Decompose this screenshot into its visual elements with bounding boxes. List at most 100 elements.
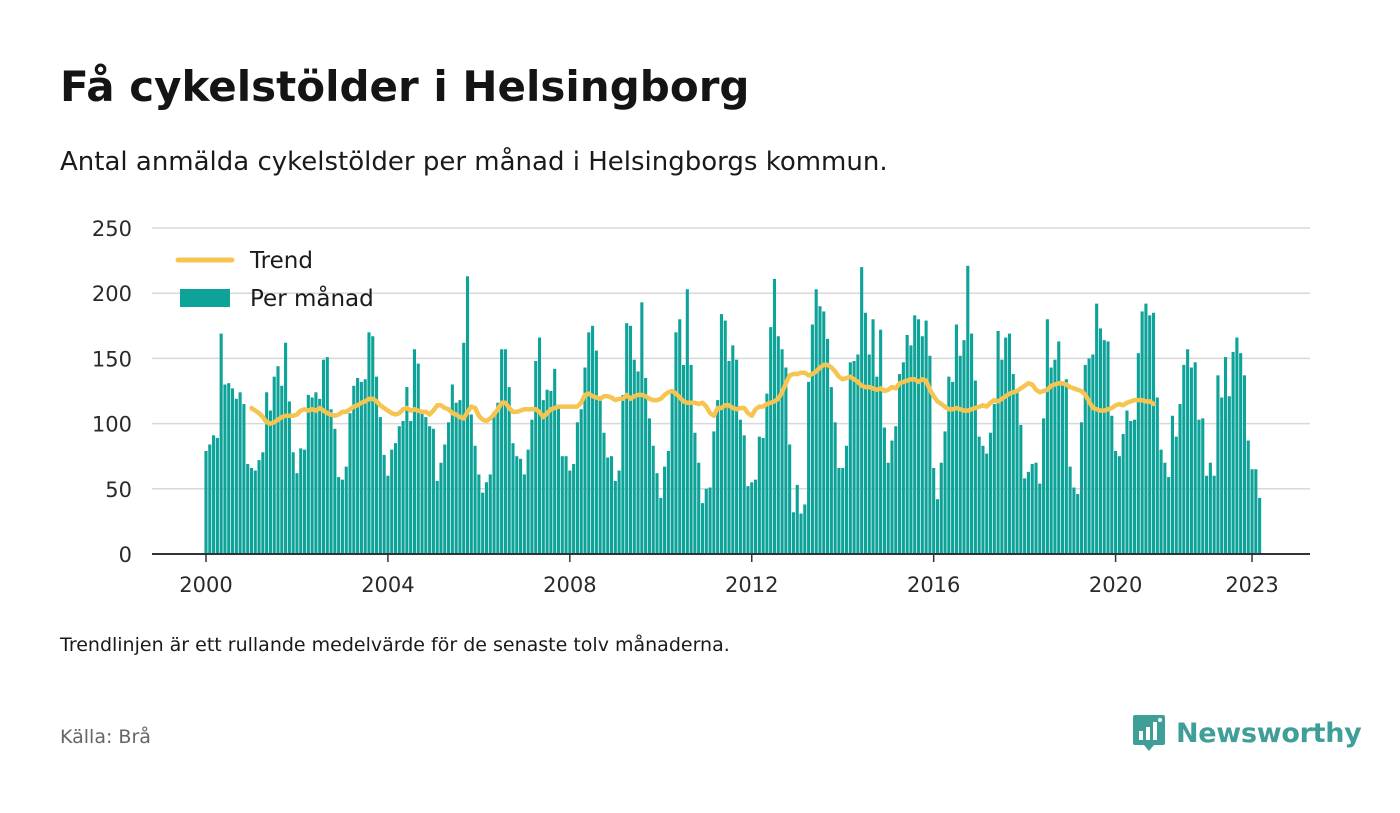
bar xyxy=(454,402,458,554)
bar xyxy=(484,482,489,554)
bar xyxy=(511,443,515,554)
y-tick-label: 150 xyxy=(92,347,132,371)
bar xyxy=(1167,477,1171,554)
bar xyxy=(405,387,409,554)
footnote: Trendlinjen är ett rullande medelvärde f… xyxy=(60,634,730,656)
bar xyxy=(700,503,705,554)
bar xyxy=(409,420,413,554)
bar xyxy=(1197,419,1201,554)
bar xyxy=(500,349,504,554)
bar xyxy=(1133,419,1137,554)
bar xyxy=(727,361,731,554)
bar xyxy=(833,422,837,554)
bar xyxy=(712,431,716,554)
bar xyxy=(1015,391,1019,554)
bar xyxy=(1170,415,1174,554)
bar xyxy=(678,319,682,554)
bar xyxy=(1106,341,1110,554)
bar xyxy=(363,379,367,554)
bar xyxy=(837,467,841,554)
bar xyxy=(1216,375,1220,554)
bar xyxy=(344,466,348,554)
bars-per-month xyxy=(204,265,1262,554)
bar xyxy=(382,454,386,554)
bar xyxy=(810,324,814,554)
bar xyxy=(481,492,485,554)
bar xyxy=(844,445,849,554)
x-tick-label: 2020 xyxy=(1089,573,1142,597)
bar xyxy=(689,364,693,554)
bar xyxy=(803,504,807,554)
y-tick-label: 200 xyxy=(92,282,132,306)
bar xyxy=(1144,303,1148,554)
bar xyxy=(791,512,795,554)
bar xyxy=(261,452,265,554)
bar xyxy=(530,419,534,554)
bar xyxy=(1095,303,1099,554)
bar xyxy=(1235,337,1239,554)
bar xyxy=(477,474,481,554)
bar xyxy=(621,394,625,554)
bar xyxy=(310,397,314,554)
bar xyxy=(268,410,272,554)
bar xyxy=(295,473,299,554)
legend-label-trend: Trend xyxy=(249,248,313,274)
bar xyxy=(882,427,886,554)
bar xyxy=(541,400,545,554)
x-tick-label: 2004 xyxy=(361,573,414,597)
bar xyxy=(215,437,219,554)
bar xyxy=(913,315,917,554)
bar xyxy=(1064,379,1068,554)
bar xyxy=(458,400,462,554)
bar xyxy=(731,345,735,554)
bar xyxy=(826,338,830,554)
bar xyxy=(951,381,955,554)
bar xyxy=(276,366,280,554)
bar xyxy=(439,462,443,554)
legend-label-bars: Per månad xyxy=(250,284,374,312)
bar xyxy=(1038,483,1042,554)
bar xyxy=(1011,374,1015,554)
bar xyxy=(1083,364,1087,554)
trend-line xyxy=(249,362,1156,426)
bar xyxy=(1068,466,1072,554)
y-tick-label: 50 xyxy=(105,478,132,502)
bar xyxy=(856,354,860,554)
bar xyxy=(469,414,473,554)
bar xyxy=(750,482,754,554)
bar xyxy=(594,350,598,554)
bar xyxy=(1258,497,1262,554)
bar xyxy=(704,488,708,554)
bar xyxy=(754,479,758,554)
bar xyxy=(337,477,341,554)
bar xyxy=(359,381,363,554)
bar xyxy=(1019,424,1023,554)
bar xyxy=(1098,328,1102,554)
bar xyxy=(526,449,530,554)
bar xyxy=(378,417,382,554)
y-axis-ticks: 0 50 100 150 200 250 xyxy=(92,217,132,567)
bar xyxy=(572,464,576,554)
bar xyxy=(1000,359,1004,554)
bar xyxy=(1057,341,1061,554)
bar xyxy=(958,355,962,554)
bar xyxy=(299,448,303,554)
bar xyxy=(560,456,564,554)
bar xyxy=(909,345,913,554)
bar xyxy=(1193,362,1197,554)
bar xyxy=(1189,367,1193,554)
bar xyxy=(1091,354,1095,554)
bar xyxy=(428,426,432,554)
bar xyxy=(318,398,322,554)
bar xyxy=(314,392,318,554)
bar xyxy=(397,426,401,554)
x-tick-label: 2023 xyxy=(1225,573,1278,597)
brand-logo: Newsworthy xyxy=(1132,712,1362,754)
bar xyxy=(401,420,405,554)
bar xyxy=(757,436,761,554)
bar xyxy=(1140,311,1144,554)
bar xyxy=(1239,353,1243,554)
bar xyxy=(716,400,720,554)
bar xyxy=(898,374,902,554)
bar xyxy=(265,392,269,554)
